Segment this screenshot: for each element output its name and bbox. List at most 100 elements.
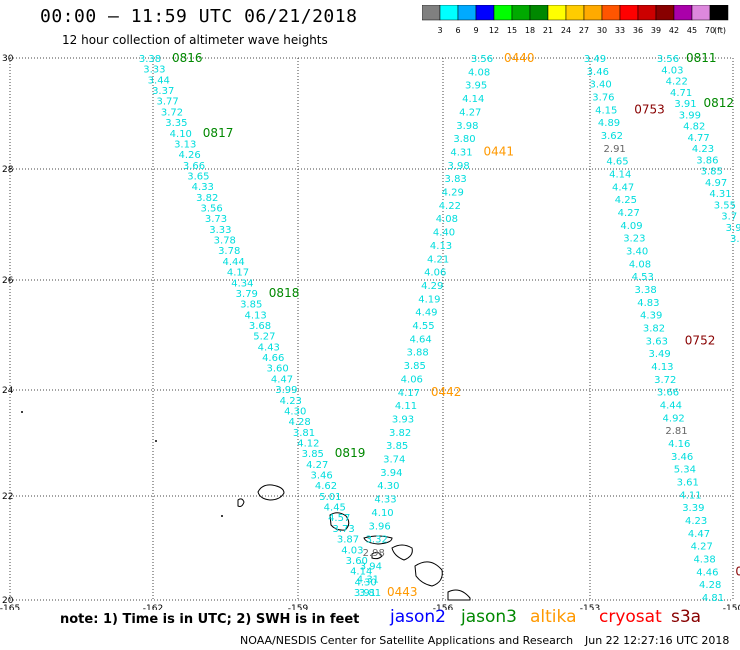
swh-value: 4.23 <box>692 144 714 155</box>
swh-value: 3.85 <box>386 441 408 452</box>
swh-value: 3.35 <box>165 118 187 129</box>
island-maui <box>391 544 413 561</box>
swh-value: 4.39 <box>640 311 662 322</box>
swh-value: 4.13 <box>430 241 452 252</box>
swh-value: 4.29 <box>442 188 464 199</box>
swh-value: 4.92 <box>663 413 685 424</box>
swh-value: 4.47 <box>271 374 293 385</box>
swh-value: 3.79 <box>236 289 258 300</box>
swh-value: 3.82 <box>643 324 665 335</box>
pass-label: 0812 <box>704 96 735 110</box>
legend-jason3: jason3 <box>461 607 517 627</box>
swh-value: 4.31 <box>709 189 731 200</box>
swh-value: 4.14 <box>609 170 631 181</box>
swh-value: 3.72 <box>654 375 676 386</box>
swh-value: 4.10 <box>371 508 393 519</box>
swh-value: 4.53 <box>632 272 654 283</box>
swh-value: 4.03 <box>661 65 683 76</box>
island-hawaii <box>414 561 443 587</box>
swh-value: 4.11 <box>679 490 701 501</box>
swh-value: 5.27 <box>253 332 275 343</box>
swh-value: 3.7 <box>721 212 737 223</box>
swh-value: 3.40 <box>626 247 648 258</box>
swh-value: 3.94 <box>360 561 382 572</box>
swh-value: 4.13 <box>244 310 266 321</box>
swh-value: 4.31 <box>357 575 379 586</box>
swh-value: 3.65 <box>187 171 209 182</box>
footer-note: note: 1) Time is in UTC; 2) SWH is in fe… <box>60 612 360 627</box>
swh-value: 2.98 <box>363 548 385 559</box>
pass-label: 0753 <box>634 102 665 116</box>
pass-label: 0816 <box>172 51 203 65</box>
swh-value: 4.89 <box>598 118 620 129</box>
lon-label: -165 <box>0 604 20 610</box>
islet-3 <box>221 515 223 517</box>
swh-value: 3.23 <box>623 234 645 245</box>
swh-value: 3.85 <box>404 361 426 372</box>
swh-value: 3.76 <box>592 93 614 104</box>
island-lanai <box>371 551 383 560</box>
swh-value: 4.28 <box>288 417 310 428</box>
swh-value: 4.57 <box>328 513 350 524</box>
pass-label: 0817 <box>203 126 234 140</box>
swh-value: 4.33 <box>374 495 396 506</box>
pass-label: 0441 <box>484 144 515 158</box>
swh-value: 4.16 <box>668 439 690 450</box>
lat-label: 30 <box>2 54 14 64</box>
swh-value: 3.68 <box>249 321 271 332</box>
swh-value: 3.88 <box>407 348 429 359</box>
swh-value: 4.31 <box>450 147 472 158</box>
swh-value: 3.80 <box>453 134 475 145</box>
swh-value: 5.34 <box>674 465 696 476</box>
swh-value: 3.72 <box>161 107 183 118</box>
swh-value: 4.03 <box>341 545 363 556</box>
swh-value: 3.82 <box>389 428 411 439</box>
swh-value: 3.77 <box>156 97 178 108</box>
swh-value: 3.93 <box>392 414 414 425</box>
swh-value: 4.38 <box>693 555 715 566</box>
lat-label: 22 <box>2 492 13 502</box>
colorbar-tick: 6 <box>455 26 460 35</box>
colorbar-tick: 3 <box>437 26 442 35</box>
swh-value: 3.86 <box>696 155 718 166</box>
swh-value: 4.81 <box>702 593 724 604</box>
lat-label: 28 <box>2 165 14 175</box>
swh-value: 4.44 <box>222 257 244 268</box>
swh-value: 3.91 <box>674 99 696 110</box>
swh-value: 4.06 <box>401 374 423 385</box>
swh-value: 4.27 <box>306 460 328 471</box>
swh-value: 4.27 <box>618 208 640 219</box>
swh-value: 4.97 <box>705 178 727 189</box>
swh-value: 4.10 <box>170 129 192 140</box>
swh-value: 3.83 <box>445 174 467 185</box>
swh-value: 4.13 <box>651 362 673 373</box>
lon-label: -159 <box>288 604 309 610</box>
swh-value: 4.64 <box>409 334 431 345</box>
swh-value: 4.27 <box>691 542 713 553</box>
swh-value: 3.63 <box>646 336 668 347</box>
swh-value: 4.46 <box>696 567 718 578</box>
lat-label: 26 <box>2 276 14 286</box>
swh-value: 4.33 <box>192 182 214 193</box>
legend-cryosat: cryosat <box>599 607 662 627</box>
swh-value: 4.22 <box>439 201 461 212</box>
island-kauai <box>257 484 285 501</box>
lat-label: 20 <box>2 596 14 606</box>
swh-value: 3.85 <box>240 300 262 311</box>
swh-value: 3.44 <box>148 75 170 86</box>
pass-label: 0818 <box>269 286 300 300</box>
swh-value: 4.65 <box>606 157 628 168</box>
swh-value: 3.33 <box>209 225 231 236</box>
colorbar-tick: 24 <box>561 26 571 35</box>
pass-label: 0443 <box>387 585 418 599</box>
swh-value: 2.91 <box>604 144 626 155</box>
swh-value: 4.11 <box>395 401 417 412</box>
legend-altika: altika <box>530 607 577 627</box>
pass-label: 0440 <box>504 51 535 65</box>
swh-value: 4.44 <box>660 401 682 412</box>
swh-value: 3.74 <box>383 455 405 466</box>
swh-value: 3.82 <box>196 193 218 204</box>
swh-value: 4.25 <box>615 195 637 206</box>
colorbar: 3 6 9 12 15 18 21 24 27 30 33 36 39 42 45 70(ft) <box>422 5 729 35</box>
swh-value: 4.19 <box>418 294 440 305</box>
